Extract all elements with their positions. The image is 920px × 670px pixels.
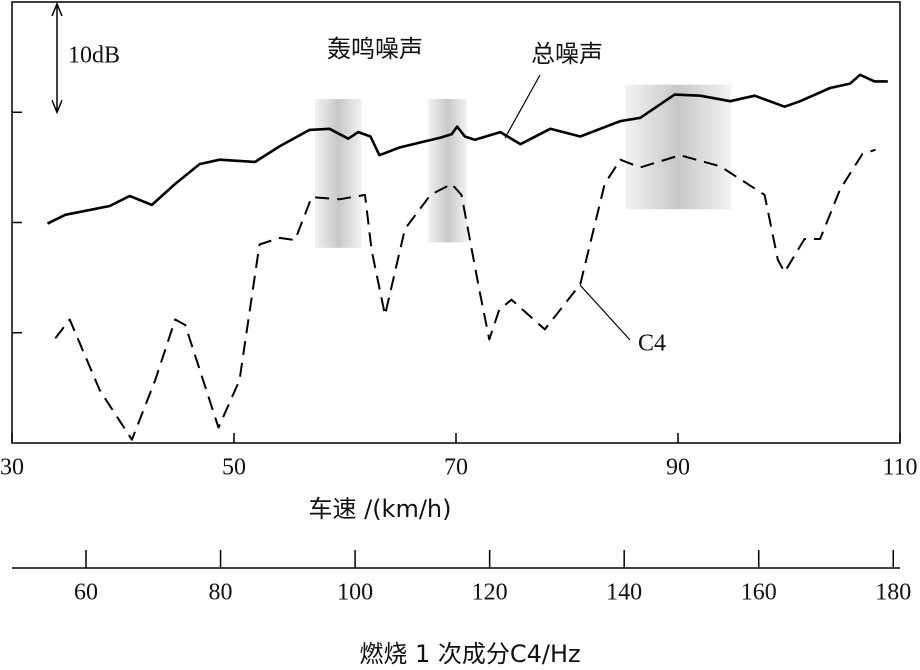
x2-tick-label: 140 bbox=[606, 580, 642, 606]
highlight-region bbox=[315, 99, 362, 248]
x2-tick-label: 180 bbox=[875, 580, 911, 606]
x-axis-title: 车速 /(km/h) bbox=[308, 495, 451, 523]
x-tick-label: 50 bbox=[222, 455, 246, 481]
series-label: C4 bbox=[638, 331, 666, 357]
x-tick-label: 110 bbox=[882, 455, 917, 481]
x2-axis-title: 燃烧 1 次成分C4/Hz bbox=[359, 640, 580, 668]
highlight-region bbox=[625, 84, 732, 210]
x-tick-label: 30 bbox=[0, 455, 24, 481]
highlight-region bbox=[428, 99, 468, 243]
x2-tick-label: 120 bbox=[472, 580, 508, 606]
series-line bbox=[54, 148, 876, 441]
series-label: 总噪声 bbox=[531, 40, 603, 68]
scale-arrow bbox=[51, 2, 63, 17]
x2-tick-label: 100 bbox=[337, 580, 373, 606]
scale-arrow bbox=[51, 99, 63, 115]
x2-tick-label: 60 bbox=[74, 580, 98, 606]
highlight-layer bbox=[315, 84, 732, 248]
series-line bbox=[46, 73, 888, 225]
x-tick-label: 90 bbox=[666, 455, 690, 481]
annotation: 轰鸣噪声 bbox=[327, 35, 423, 63]
scale-bar-label: 10dB bbox=[68, 43, 120, 69]
leader-line bbox=[579, 284, 631, 341]
x2-tick-label: 80 bbox=[209, 580, 233, 606]
x2-tick-label: 160 bbox=[741, 580, 777, 606]
x-tick-label: 70 bbox=[444, 455, 468, 481]
leader-line bbox=[504, 74, 541, 139]
